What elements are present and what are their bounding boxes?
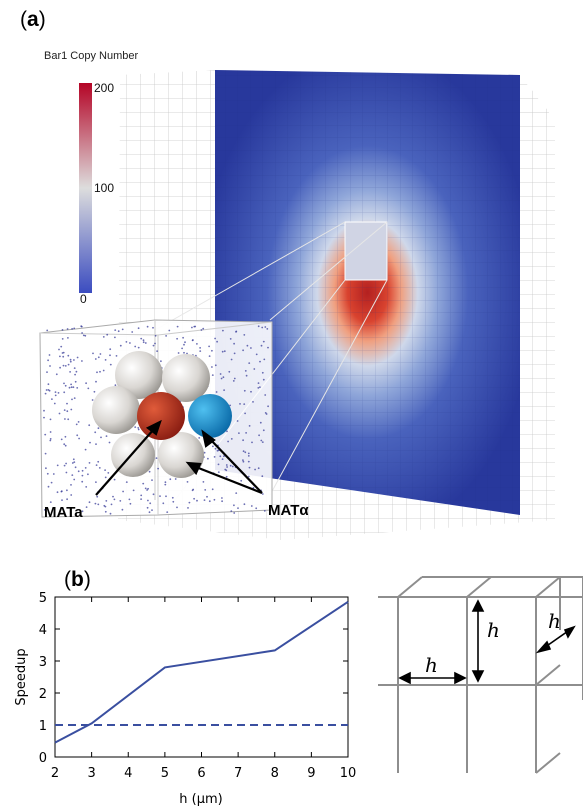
matalpha-label: MATα xyxy=(268,502,309,519)
heatmap-face xyxy=(215,70,520,515)
cell-width-symbol: h xyxy=(425,653,438,677)
y-tick-label: 2 xyxy=(39,687,47,702)
speedup-line xyxy=(54,600,349,744)
y-tick-label: 0 xyxy=(39,751,47,766)
colorbar-tick-mid: 100 xyxy=(94,181,115,195)
x-tick-label: 6 xyxy=(197,766,205,781)
colorbar-title: Bar1 Copy Number xyxy=(44,50,139,62)
grid-arrows xyxy=(398,599,576,685)
cell-depth-symbol: h xyxy=(548,609,561,633)
mata-sphere xyxy=(137,392,185,440)
callout-arrows xyxy=(95,419,263,496)
panel-a-label: (a) xyxy=(20,8,46,31)
y-tick-label: 4 xyxy=(39,623,47,638)
colorbar xyxy=(79,83,92,293)
plot-frame xyxy=(54,596,349,758)
x-tick-label: 5 xyxy=(161,766,169,781)
y-tick-label: 5 xyxy=(39,591,47,606)
y-tick-label: 3 xyxy=(39,655,47,670)
x-tick-label: 10 xyxy=(340,766,357,781)
panel-b-label: (b) xyxy=(64,568,91,591)
speedup-chart: 2 3 4 5 6 7 8 9 10 0 1 2 3 4 5 Speedup h (μm) xyxy=(14,591,356,807)
grid-diagram xyxy=(378,576,583,774)
x-tick-label: 3 xyxy=(87,766,95,781)
x-tick-label: 9 xyxy=(307,766,315,781)
y-tick-label: 1 xyxy=(39,719,47,734)
y-axis-label: Speedup xyxy=(14,648,29,705)
nucleus-spheres xyxy=(92,351,232,478)
x-tick-label: 4 xyxy=(124,766,132,781)
x-tick-label: 7 xyxy=(234,766,242,781)
matalpha-sphere xyxy=(188,394,232,438)
cell-height-symbol: h xyxy=(487,618,500,642)
x-tick-label: 8 xyxy=(271,766,279,781)
colorbar-tick-max: 200 xyxy=(94,81,115,95)
colorbar-tick-min: 0 xyxy=(80,292,87,306)
x-axis-label: h (μm) xyxy=(179,792,222,807)
x-tick-label: 2 xyxy=(51,766,59,781)
mata-label: MATa xyxy=(44,504,83,521)
